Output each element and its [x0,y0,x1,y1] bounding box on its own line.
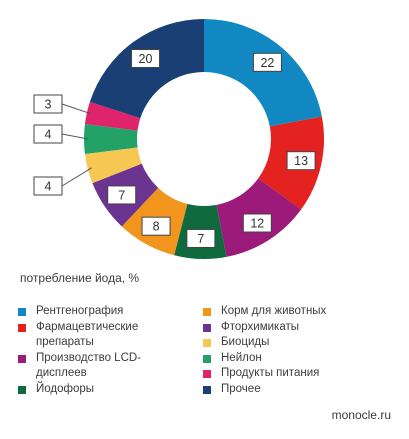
legend-label-feed: Корм для животных [221,305,327,317]
legend-label-biocides: Биоциды [221,336,270,348]
chart-title: потребление йода, % [20,271,140,285]
data-label: 8 [153,220,160,234]
legend-item-xray: Рентгенография [18,304,188,320]
slice-label-фторхимикаты: 7 [107,185,137,205]
leader-line [61,103,91,115]
legend-item-iodophors: Йодофоры [18,382,188,398]
label-box [33,176,63,196]
legend-swatch-other [203,385,211,394]
legend-swatch-fluorochem [203,323,211,332]
slice-прочее [89,19,204,119]
legend-label-xray: Рентгенография [36,305,124,317]
data-label: 7 [118,188,125,202]
slice-label-прочее: 20 [131,49,161,69]
slice-label-йодофоры: 7 [186,228,216,248]
data-label: 4 [45,128,52,142]
legend-item-feed: Корм для животных [203,304,403,320]
data-label: 22 [260,56,274,70]
label-box [107,185,137,205]
legend-item-lcd: Производство LCD-дисплеев [18,351,188,382]
data-label: 4 [45,180,52,194]
legend-swatch-biocides [203,339,211,347]
legend-item-food: Продукты питания [203,366,403,382]
label-box [252,52,282,72]
legend-item-fluorochem: Фторхимикаты [203,320,403,336]
slice-label-рентгенография: 22 [252,52,282,72]
legend-label-iodophors: Йодофоры [36,382,95,395]
label-box [131,49,161,69]
slice-биоциды [84,147,142,184]
legend-label-fluorochem: Фторхимикаты [221,320,300,333]
slice-рентгенография [204,19,322,127]
legend-swatch-feed [203,308,211,316]
legend-label-other: Прочее [221,382,261,395]
legend-column-2: Корм для животных Фторхимикаты Биоциды Н… [203,304,403,397]
legend-swatch-food [203,370,211,378]
source-credit: monocle.ru [331,408,391,422]
slice-label-продукты-питания: 3 [33,94,91,115]
slice-label-корм-для-животных: 8 [141,216,171,236]
legend-swatch-iodophors [18,385,26,394]
legend-item-biocides: Биоциды [203,335,403,351]
legend-label-lcd: Производство LCD-дисплеев [36,351,142,380]
slice-label-фармацевтические-препараты: 13 [286,151,316,171]
legend-item-other: Прочее [203,382,403,398]
legend-item-nylon: Нейлон [203,351,403,367]
donut-slices [84,19,324,259]
label-box [242,213,272,233]
donut-labels: 22 13 12 7 8 7 4 4 3 20 [33,49,316,248]
slice-продукты-питания [84,101,141,131]
slice-нейлон [84,123,138,155]
legend-swatch-lcd [18,354,26,363]
data-label: 12 [250,217,264,231]
label-box [186,228,216,248]
data-label: 7 [197,232,204,246]
label-box [141,216,171,236]
legend-label-nylon: Нейлон [221,351,262,364]
slice-label-нейлон: 4 [33,124,89,144]
label-box [33,94,63,114]
legend-swatch-pharma [18,323,26,332]
label-box [286,151,316,171]
data-label: 20 [139,52,153,66]
slice-label-производство-lcd-дисплеев: 12 [242,213,272,233]
legend-swatch-xray [18,308,26,316]
slice-label-биоциды: 4 [33,167,92,196]
leader-line [61,167,92,187]
data-label: 13 [294,154,308,168]
legend-label-food: Продукты питания [221,367,320,379]
legend-swatch-nylon [203,354,211,363]
leader-line [61,133,89,140]
donut-chart: 22 13 12 7 8 7 4 4 3 20 [33,19,324,259]
legend-item-pharma: Фармацевтические препараты [18,320,188,351]
legend-column-1: Рентгенография Фармацевтические препарат… [18,304,188,397]
legend-label-pharma: Фармацевтические препараты [36,320,139,349]
label-box [33,124,63,144]
data-label: 3 [45,98,52,112]
